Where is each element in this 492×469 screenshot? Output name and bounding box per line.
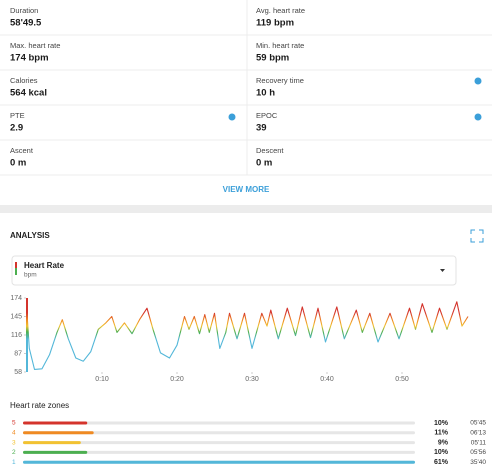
stat-label: Avg. heart rate bbox=[256, 6, 305, 15]
zone-percent: 10% bbox=[434, 449, 449, 456]
info-icon[interactable] bbox=[474, 77, 482, 85]
stats-grid: Duration 58'49.5 Avg. heart rate 119 bpm Max… bbox=[0, 6, 492, 176]
stat-value: 0 m bbox=[10, 158, 26, 169]
stat-value: 0 m bbox=[256, 158, 272, 169]
stat-value: 564 kcal bbox=[10, 88, 47, 99]
metric-unit: bpm bbox=[24, 272, 37, 279]
stat-label: PTE bbox=[10, 111, 25, 120]
zone-percent: 10% bbox=[434, 420, 449, 427]
x-tick-label: 0:20 bbox=[170, 376, 184, 383]
stat-label: Min. heart rate bbox=[256, 41, 304, 50]
zone-time: 35'40 bbox=[470, 459, 486, 466]
heart-rate-line bbox=[26, 301, 469, 370]
info-icon[interactable] bbox=[474, 113, 482, 121]
y-tick-label: 58 bbox=[14, 369, 22, 376]
x-tick-label: 0:40 bbox=[320, 376, 334, 383]
stat-label: Recovery time bbox=[256, 76, 304, 85]
y-tick-label: 116 bbox=[11, 332, 22, 339]
metric-title: Heart Rate bbox=[24, 261, 65, 270]
dropdown-arrow bbox=[440, 269, 445, 272]
zone-percent: 9% bbox=[438, 439, 449, 446]
zone-bar bbox=[23, 431, 94, 435]
section-separator bbox=[0, 205, 492, 213]
x-tick-label: 0:10 bbox=[95, 376, 109, 383]
stat-label: Descent bbox=[256, 146, 284, 155]
zone-time: 05'45 bbox=[470, 420, 486, 427]
zone-number: 5 bbox=[12, 420, 16, 427]
zone-track bbox=[23, 431, 415, 435]
zone-number: 4 bbox=[12, 430, 16, 437]
x-tick-label: 0:30 bbox=[245, 376, 259, 383]
zone-percent: 11% bbox=[434, 430, 448, 437]
metric-selector[interactable] bbox=[11, 255, 457, 286]
view-more-button[interactable]: VIEW MORE bbox=[223, 185, 270, 194]
zone-number: 1 bbox=[12, 459, 16, 466]
stat-label: Ascent bbox=[10, 146, 34, 155]
zone-bar bbox=[23, 450, 88, 454]
x-tick-label: 0:50 bbox=[395, 376, 409, 383]
zones-title: Heart rate zones bbox=[10, 401, 69, 410]
zone-bar bbox=[23, 460, 415, 464]
zones-list: 5 10% 05'45 4 11% 06'13 3 9% 05'11 2 10% 05'56 1 61% 3… bbox=[12, 420, 486, 466]
stat-value: 59 bpm bbox=[256, 53, 289, 64]
stat-label: Max. heart rate bbox=[10, 41, 60, 50]
stat-value: 10 h bbox=[256, 88, 275, 99]
y-tick-label: 174 bbox=[10, 295, 22, 302]
metric-color-bar bbox=[15, 268, 17, 275]
expand-icon[interactable] bbox=[470, 229, 484, 243]
stat-value: 39 bbox=[256, 123, 267, 134]
stat-label: Calories bbox=[10, 76, 38, 85]
y-tick-label: 145 bbox=[10, 313, 22, 320]
analysis-title: ANALYSIS bbox=[10, 231, 50, 240]
stat-label: EPOC bbox=[256, 111, 278, 120]
zone-number: 3 bbox=[12, 439, 16, 446]
zone-time: 06'13 bbox=[470, 430, 486, 437]
stat-value: 119 bpm bbox=[256, 18, 294, 29]
zone-track bbox=[23, 421, 415, 425]
zone-track bbox=[23, 450, 415, 454]
zone-percent: 61% bbox=[434, 459, 449, 466]
heart-rate-chart: 58 87 116 145 174 0:10 0:20 0:30 0:40 0:50 bbox=[10, 295, 469, 383]
metric-color-bar bbox=[15, 262, 17, 268]
stat-value: 2.9 bbox=[10, 123, 23, 134]
info-icon[interactable] bbox=[228, 113, 236, 121]
stat-label: Duration bbox=[10, 6, 38, 15]
zone-time: 05'56 bbox=[470, 449, 486, 456]
zone-bar bbox=[23, 421, 88, 425]
y-tick-label: 87 bbox=[14, 350, 22, 357]
zone-bar bbox=[23, 441, 81, 445]
zone-track bbox=[23, 441, 415, 445]
stat-value: 58'49.5 bbox=[10, 18, 42, 29]
zone-number: 2 bbox=[12, 449, 16, 456]
stat-value: 174 bpm bbox=[10, 53, 49, 64]
zone-time: 05'11 bbox=[471, 439, 487, 446]
